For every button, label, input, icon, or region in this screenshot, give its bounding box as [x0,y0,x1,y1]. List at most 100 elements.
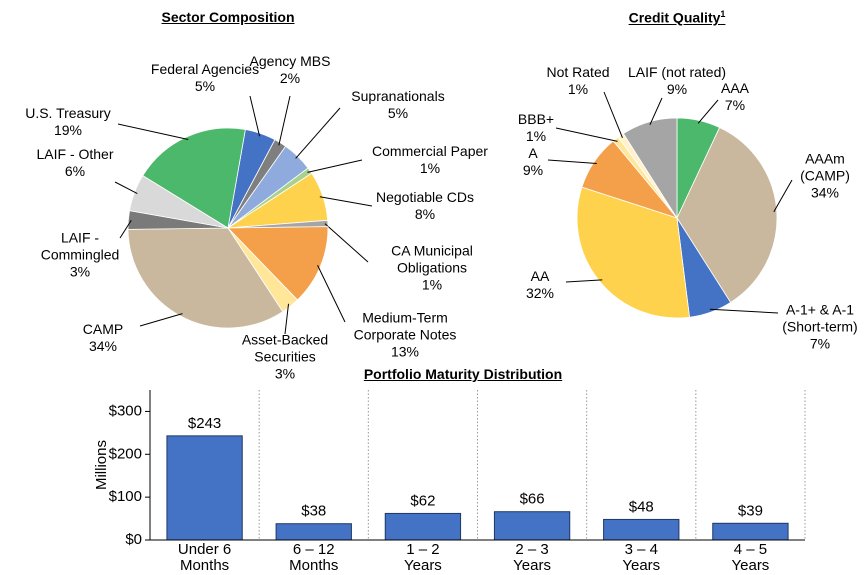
leader-line [114,181,138,194]
leader-line [319,196,373,207]
slice-name: AA [530,268,550,284]
slice-value: 7% [724,97,746,113]
value-label: $48 [629,498,654,515]
y-tick-label: $0 [125,531,142,548]
title-text: Credit Quality [628,9,721,26]
leader-line [324,223,369,263]
slice-label: LAIF - Commingled 3% [40,230,120,281]
pie-slice [227,226,329,301]
y-tick-label: $200 [109,445,142,462]
slice-value: 3% [274,365,296,382]
slice-value: 1% [421,276,443,293]
slice-label: LAIF - Other 6% [36,146,113,180]
leader-line [284,303,290,335]
leader-line [555,127,618,142]
slice-label: AAAm (CAMP) 34% [800,151,850,202]
leader-line [773,179,793,213]
slice-label: CAMP 34% [83,321,123,355]
slice-label: Federal Agencies 5% [151,61,259,95]
slice-name: Commercial Paper [372,143,488,159]
slice-label: Negotiable CDs 8% [376,189,474,223]
bar [603,518,680,541]
slice-value: 3% [69,263,91,280]
slice-name: CAMP [82,321,124,337]
slice-value: 13% [390,343,420,360]
leader-line [697,99,719,124]
leader-line [565,279,603,283]
slice-name: Medium-Term Corporate Notes [353,309,457,343]
slice-label: BBB+ 1% [518,111,554,145]
slice-value: 1% [419,160,441,176]
leader-line [317,265,346,323]
slice-label: AA 32% [526,268,554,302]
slice-label: Not Rated 1% [546,64,609,98]
chart-title: Portfolio Maturity Distribution [363,366,563,382]
leader-line [603,91,623,138]
slice-value: 6% [64,163,86,179]
slice-name: Agency MBS [249,53,331,69]
leader-line [249,95,261,137]
slice-name: LAIF - Other [36,146,114,162]
slice-value: 34% [88,338,118,354]
slice-value: 1% [525,128,547,144]
leader-line [547,159,597,164]
slice-name: AAAm (CAMP) [800,150,850,184]
x-tick-label: 6 – 12 Months [289,541,339,574]
bar [712,522,789,541]
leader-line [709,308,779,314]
pie-slice [676,126,778,303]
slice-value: 5% [194,78,216,94]
slice-label: CA Municipal Obligations 1% [382,243,482,294]
leader-line [278,95,291,146]
pie-slice [142,127,246,229]
slice-value: 9% [522,162,544,178]
pie-slice [576,186,690,319]
slice-name: A [528,145,538,161]
slice-name: BBB+ [517,111,555,127]
leader-line [139,313,183,327]
slice-value: 1% [567,81,589,97]
slice-name: Supranationals [351,88,445,104]
slice-name: CA Municipal Obligations [391,242,473,276]
pie-slice [622,117,678,220]
slice-name: Asset-Backed Securities [241,331,329,365]
x-tick-label: 3 – 4 Years [622,541,661,574]
slice-value: 8% [414,206,436,222]
slice-label: A-1+ & A-1 (Short-term) 7% [773,302,867,353]
leader-line [307,159,363,173]
slice-value: 34% [810,184,840,201]
leader-line [119,219,132,239]
slice-label: Commercial Paper 1% [372,143,488,177]
slice-label: U.S. Treasury 19% [25,105,111,139]
value-label: $243 [188,415,221,432]
y-tick-label: $100 [109,488,142,505]
x-tick-label: 4 – 5 Years [731,541,770,574]
slice-label: Supranationals 5% [351,88,444,122]
slice-name: LAIF (not rated) [627,64,727,80]
slice-value: 19% [53,122,83,138]
value-label: $66 [520,491,545,508]
value-label: $39 [738,502,763,519]
value-label: $38 [301,503,326,520]
slice-name: Negotiable CDs [375,189,475,205]
slice-value: 2% [279,70,301,86]
y-axis-label: Millions [93,440,110,490]
bar [166,435,243,541]
slice-name: AAA [720,80,750,96]
slice-label: AAA 7% [721,80,749,114]
y-tick-label: $300 [109,402,142,419]
slice-label: Medium-Term Corporate Notes 13% [349,310,461,361]
pie-slice [127,227,284,329]
slice-name: U.S. Treasury [25,105,111,121]
x-tick-label: 2 – 3 Years [513,541,551,574]
bar [275,523,352,541]
slice-name: LAIF - Commingled [40,229,120,263]
slice-name: Federal Agencies [150,61,260,77]
slice-name: A-1+ & A-1 (Short-term) [782,301,858,335]
chart-title: Credit Quality1 [629,9,726,26]
slice-label: A 9% [523,145,543,179]
slice-label: LAIF (not rated) 9% [628,64,726,98]
slice-value: 9% [666,81,688,97]
chart-title: Sector Composition [161,9,295,25]
